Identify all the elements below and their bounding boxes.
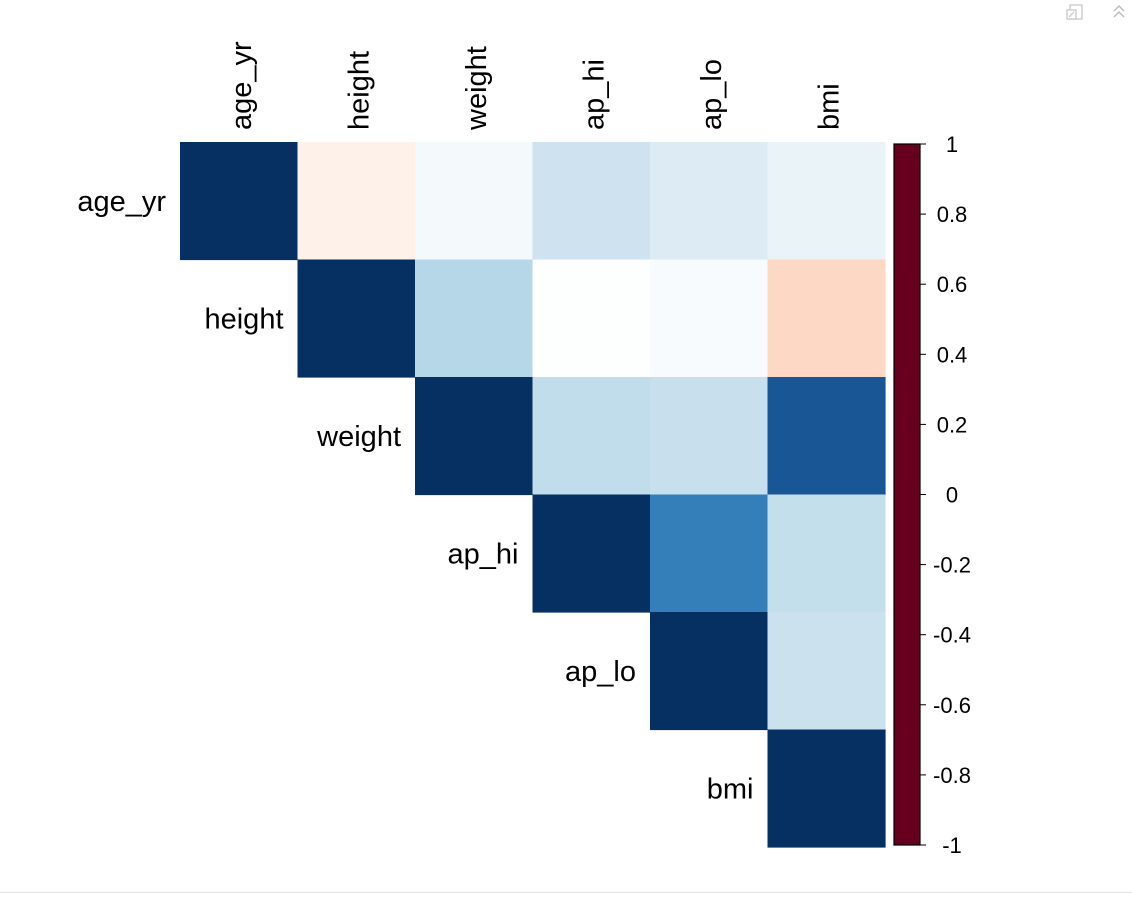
heatmap-cell-age_yr-bmi bbox=[767, 142, 886, 261]
legend-tick-label: -0.6 bbox=[933, 693, 971, 718]
heatmap-cell-ap_hi-ap_hi bbox=[532, 494, 651, 613]
heatmap-cell-height-ap_hi bbox=[532, 259, 651, 378]
legend-color-bar bbox=[893, 143, 921, 846]
legend-tick-label: 0 bbox=[946, 483, 958, 508]
legend-tick-label: -0.4 bbox=[933, 623, 971, 648]
row-label-bmi: bmi bbox=[707, 773, 754, 805]
heatmap-cell-age_yr-ap_hi bbox=[532, 142, 651, 261]
heatmap-cell-height-bmi bbox=[767, 259, 886, 378]
legend-tick-label: 0.6 bbox=[937, 272, 968, 297]
row-label-height: height bbox=[204, 303, 283, 335]
column-label-ap_hi: ap_hi bbox=[578, 59, 610, 130]
heatmap-cell-ap_lo-bmi bbox=[767, 612, 886, 731]
heatmap-cell-age_yr-ap_lo bbox=[650, 142, 769, 261]
heatmap-cell-age_yr-height bbox=[297, 142, 416, 261]
heatmap-cell-weight-ap_lo bbox=[650, 377, 769, 496]
legend-tick-label: 0.8 bbox=[937, 202, 968, 227]
heatmap-cell-height-weight bbox=[415, 259, 534, 378]
legend-tick-label: -1 bbox=[942, 833, 962, 858]
legend-tick-label: -0.2 bbox=[933, 553, 971, 578]
column-label-ap_lo: ap_lo bbox=[696, 59, 728, 130]
row-label-age_yr: age_yr bbox=[77, 186, 166, 218]
row-label-weight: weight bbox=[316, 421, 401, 453]
heatmap-cell-height-ap_lo bbox=[650, 259, 769, 378]
column-label-bmi: bmi bbox=[813, 83, 845, 130]
heatmap-cell-weight-bmi bbox=[767, 377, 886, 496]
collapse-icon[interactable] bbox=[1108, 2, 1130, 22]
column-label-age_yr: age_yr bbox=[226, 41, 258, 130]
row-label-ap_hi: ap_hi bbox=[448, 538, 519, 570]
export-icon[interactable] bbox=[1066, 2, 1088, 22]
column-labels: age_yr height weight ap_hi ap_lo bmi bbox=[226, 41, 846, 131]
legend-tick-label: 1 bbox=[946, 132, 958, 157]
heatmap-cell-ap_hi-ap_lo bbox=[650, 494, 769, 613]
heatmap-cell-age_yr-age_yr bbox=[180, 142, 299, 261]
legend-tick-label: 0.2 bbox=[937, 412, 968, 437]
heatmap-cell-ap_hi-bmi bbox=[767, 494, 886, 613]
heatmap-cells bbox=[180, 142, 886, 848]
legend-tick-label: 0.4 bbox=[937, 342, 968, 367]
heatmap-cell-age_yr-weight bbox=[415, 142, 534, 261]
heatmap-cell-weight-ap_hi bbox=[532, 377, 651, 496]
row-label-ap_lo: ap_lo bbox=[565, 656, 636, 688]
heatmap-cell-height-height bbox=[297, 259, 416, 378]
legend-tick-label: -0.8 bbox=[933, 763, 971, 788]
column-label-height: height bbox=[343, 51, 375, 130]
heatmap-cell-weight-weight bbox=[415, 377, 534, 496]
column-label-weight: weight bbox=[461, 46, 493, 131]
color-legend: 1 0.8 0.6 0.4 0.2 0 -0.2 -0.4 -0.6 -0.8 -1 bbox=[893, 132, 971, 858]
bottom-divider bbox=[0, 892, 1132, 893]
heatmap-cell-bmi-bmi bbox=[767, 729, 886, 848]
heatmap-cell-ap_lo-ap_lo bbox=[650, 612, 769, 731]
